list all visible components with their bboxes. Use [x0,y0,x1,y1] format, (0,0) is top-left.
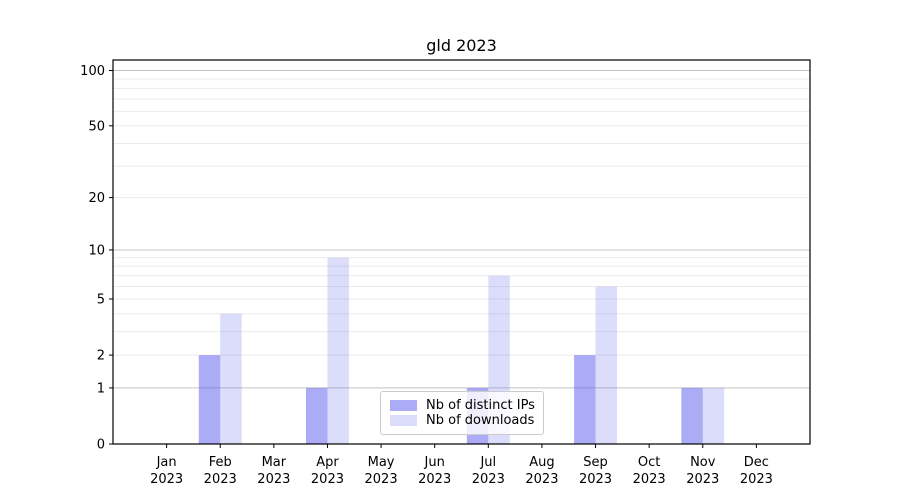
y-tick-label: 2 [97,349,105,364]
x-tick-label-year: 2023 [472,472,505,487]
x-tick-label-year: 2023 [150,472,183,487]
x-tick-label: Dec [744,455,769,470]
bar-downloads [220,313,242,444]
bar-downloads [327,257,349,444]
y-tick-label: 20 [88,191,105,206]
legend-entry-distinct-ips: Nb of distinct IPs [387,398,535,413]
x-tick-label: Oct [638,455,660,470]
x-tick-label-year: 2023 [204,472,237,487]
y-tick-label: 50 [88,119,105,134]
x-tick-label: Jun [424,455,445,470]
x-tick-label: Jan [156,455,177,470]
x-tick-label: Sep [583,455,608,470]
bar-distinct-ips [198,355,221,444]
x-tick-label: Jul [479,455,496,470]
x-tick-label: Aug [529,455,554,470]
bar-distinct-ips [306,387,328,444]
bar-distinct-ips [574,355,596,444]
y-tick-label: 0 [97,438,105,453]
legend-label-distinct-ips: Nb of distinct IPs [426,398,535,413]
x-tick-label: Nov [690,455,716,470]
y-tick-label: 5 [97,292,105,307]
legend: Nb of distinct IPs Nb of downloads [380,391,544,435]
x-tick-label-year: 2023 [418,472,451,487]
x-tick-label-year: 2023 [633,472,666,487]
bar-downloads [595,286,617,444]
legend-swatch-downloads [390,415,417,426]
x-tick-label-year: 2023 [579,472,612,487]
x-tick-label: Mar [262,455,287,470]
x-tick-label-year: 2023 [311,472,344,487]
x-tick-label: May [368,455,395,470]
y-tick-label: 1 [97,381,105,396]
chart-title: gld 2023 [426,36,497,55]
x-tick-label-year: 2023 [257,472,290,487]
plot-border [112,59,811,445]
x-tick-label: Apr [316,455,339,470]
legend-swatch-distinct-ips [390,400,417,411]
x-tick-label-year: 2023 [525,472,558,487]
x-tick-label: Feb [209,455,232,470]
bar-distinct-ips [681,387,703,444]
legend-entry-downloads: Nb of downloads [387,413,534,428]
x-tick-label-year: 2023 [740,472,773,487]
y-tick-label: 10 [88,243,105,258]
x-tick-label-year: 2023 [365,472,398,487]
bar-downloads [702,387,725,444]
y-tick-label: 100 [80,64,105,79]
legend-label-downloads: Nb of downloads [426,413,535,428]
x-tick-label-year: 2023 [686,472,719,487]
